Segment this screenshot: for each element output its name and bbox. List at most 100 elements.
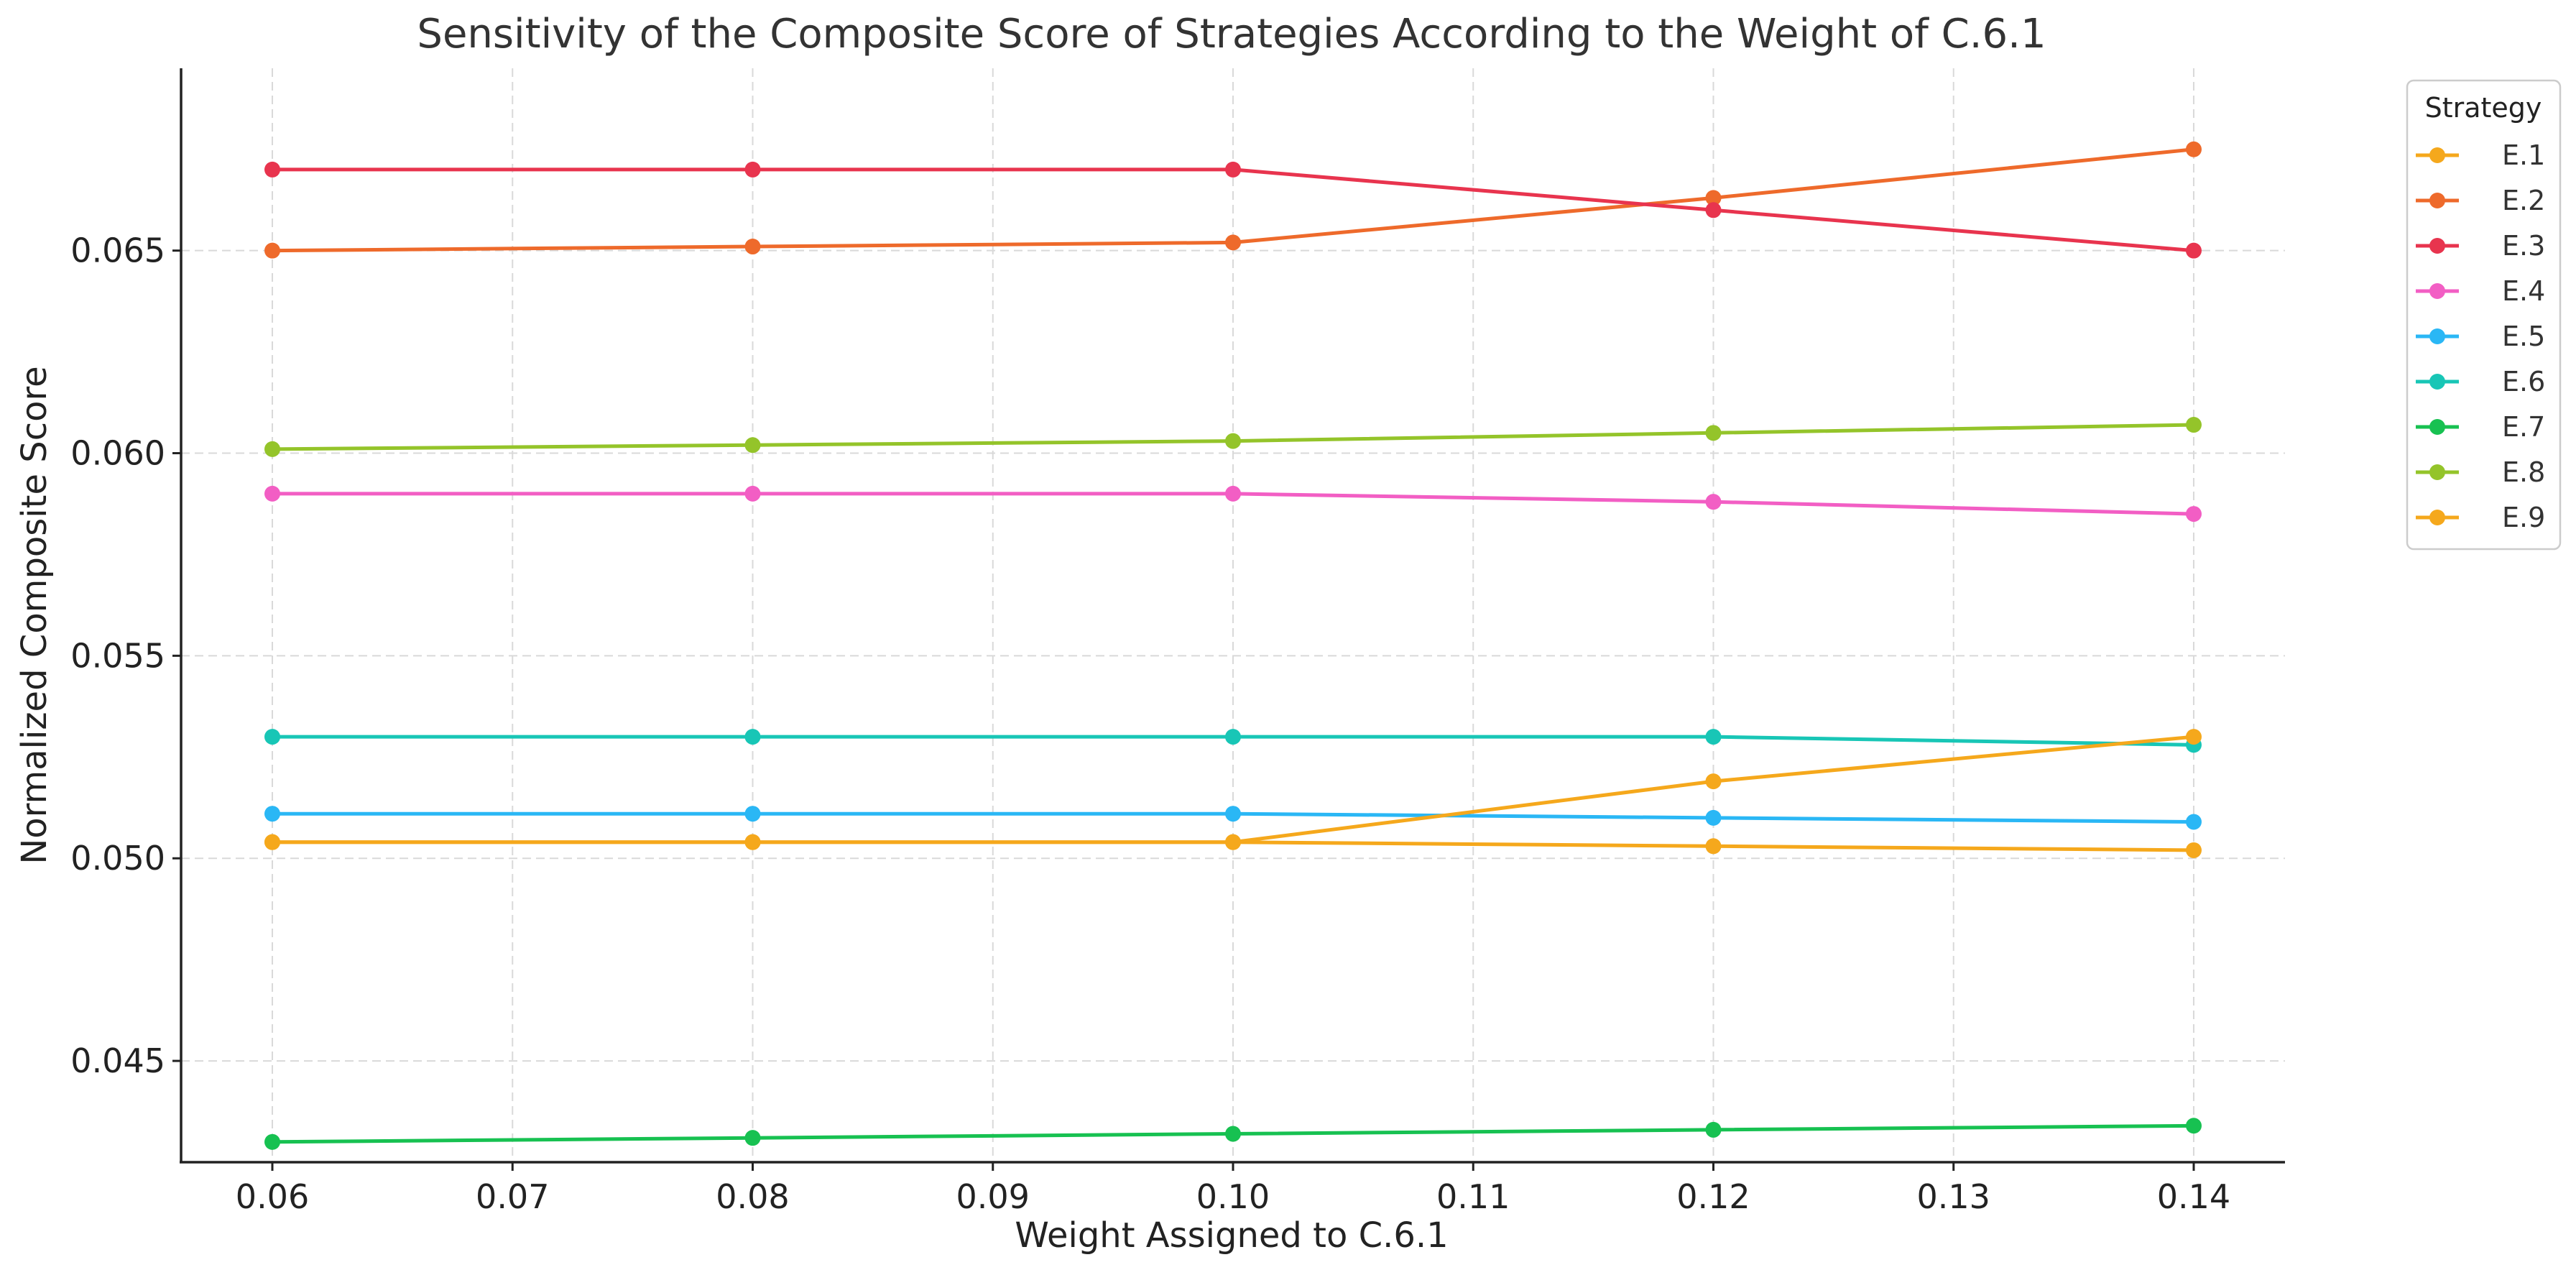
series-E.6 <box>264 729 2202 753</box>
ticks: 0.06 0.07 0.08 0.09 0.10 0.11 0.12 0.13 0.14 0.04… <box>70 231 2230 1216</box>
legend-item: E.9 <box>2416 502 2545 533</box>
data-point <box>1705 838 1722 855</box>
x-tick-label: 0.13 <box>1917 1177 1990 1216</box>
x-tick-label: 0.09 <box>956 1177 1030 1216</box>
x-tick-label: 0.12 <box>1676 1177 1750 1216</box>
y-tick-label: 0.060 <box>70 434 165 473</box>
series-E.5 <box>264 806 2202 830</box>
legend-marker <box>2429 238 2445 254</box>
legend-label: E.8 <box>2502 456 2545 488</box>
data-point <box>744 1130 761 1146</box>
data-point <box>1225 806 1241 822</box>
legend-label: E.5 <box>2502 321 2545 352</box>
data-point <box>1225 1126 1241 1142</box>
legend-label: E.3 <box>2502 230 2545 262</box>
series <box>264 141 2202 1150</box>
series-E.7 <box>264 1118 2202 1150</box>
data-point <box>1705 494 1722 510</box>
y-tick-label: 0.045 <box>70 1041 165 1080</box>
data-point <box>1705 729 1722 745</box>
y-tick-label: 0.050 <box>70 839 165 878</box>
data-point <box>2185 842 2202 858</box>
data-point <box>2185 506 2202 523</box>
legend-item: E.3 <box>2416 230 2545 262</box>
series-E.3 <box>264 161 2202 259</box>
data-point <box>1225 234 1241 251</box>
x-tick-label: 0.14 <box>2157 1177 2230 1216</box>
data-point <box>1705 809 1722 826</box>
y-tick-label: 0.055 <box>70 636 165 675</box>
data-point <box>264 729 281 745</box>
data-point <box>2185 141 2202 157</box>
data-point <box>744 161 761 178</box>
data-point <box>2185 417 2202 433</box>
legend-item: E.6 <box>2416 366 2545 397</box>
legend-box <box>2406 79 2562 551</box>
data-point <box>1225 729 1241 745</box>
legend-label: E.4 <box>2502 275 2545 307</box>
data-point <box>2185 729 2202 745</box>
legend-marker <box>2429 328 2445 344</box>
legend-item: E.7 <box>2416 411 2545 443</box>
data-point <box>744 806 761 822</box>
data-point <box>1705 190 1722 206</box>
x-axis-label: Weight Assigned to C.6.1 <box>1015 1215 1448 1256</box>
legend-marker <box>2429 464 2445 480</box>
y-axis-label: Normalized Composite Score <box>14 366 55 864</box>
legend-items: E.1 E.2 E.3 E.4 E.5 E.6 E.7 E.8 E.9 <box>2416 139 2545 533</box>
legend-marker <box>2429 419 2445 435</box>
data-point <box>744 729 761 745</box>
data-point <box>1225 485 1241 502</box>
data-point <box>2185 242 2202 259</box>
data-point <box>264 1133 281 1150</box>
data-point <box>744 834 761 850</box>
legend-item: E.8 <box>2416 456 2545 488</box>
x-tick-label: 0.08 <box>716 1177 789 1216</box>
series-E.9 <box>264 729 2202 850</box>
legend-marker <box>2429 283 2445 299</box>
legend-item: E.1 <box>2416 139 2545 171</box>
data-point <box>1705 773 1722 790</box>
legend-marker <box>2429 147 2445 163</box>
x-tick-label: 0.07 <box>476 1177 549 1216</box>
legend-title: Strategy <box>2425 92 2542 124</box>
legend-label: E.6 <box>2502 366 2545 397</box>
legend-item: E.4 <box>2416 275 2545 307</box>
legend-label: E.7 <box>2502 411 2545 443</box>
data-point <box>1225 161 1241 178</box>
data-point <box>1705 202 1722 218</box>
legend-item: E.2 <box>2416 185 2545 216</box>
data-point <box>264 242 281 259</box>
data-point <box>264 161 281 178</box>
chart-title: Sensitivity of the Composite Score of St… <box>417 11 2046 57</box>
series-E.8 <box>264 417 2202 457</box>
x-tick-label: 0.11 <box>1436 1177 1510 1216</box>
legend-marker <box>2429 193 2445 208</box>
data-point <box>264 441 281 457</box>
legend-label: E.9 <box>2502 502 2545 533</box>
legend-label: E.1 <box>2502 139 2545 171</box>
data-point <box>744 239 761 255</box>
data-point <box>264 806 281 822</box>
data-point <box>1225 834 1241 850</box>
y-tick-label: 0.065 <box>70 231 165 270</box>
data-point <box>2185 814 2202 830</box>
legend: Strategy E.1 E.2 E.3 E.4 E.5 E.6 E.7 E.8 E.9 <box>2406 79 2562 551</box>
series-E.4 <box>264 485 2202 523</box>
data-point <box>744 437 761 454</box>
data-point <box>1705 1121 1722 1138</box>
legend-label: E.2 <box>2502 185 2545 216</box>
data-point <box>1225 433 1241 449</box>
data-point <box>264 834 281 850</box>
data-point <box>744 485 761 502</box>
x-tick-label: 0.06 <box>236 1177 309 1216</box>
data-point <box>1705 425 1722 441</box>
legend-item: E.5 <box>2416 321 2545 352</box>
legend-marker <box>2429 510 2445 525</box>
x-tick-label: 0.10 <box>1196 1177 1270 1216</box>
data-point <box>264 485 281 502</box>
legend-marker <box>2429 374 2445 390</box>
data-point <box>2185 1118 2202 1134</box>
